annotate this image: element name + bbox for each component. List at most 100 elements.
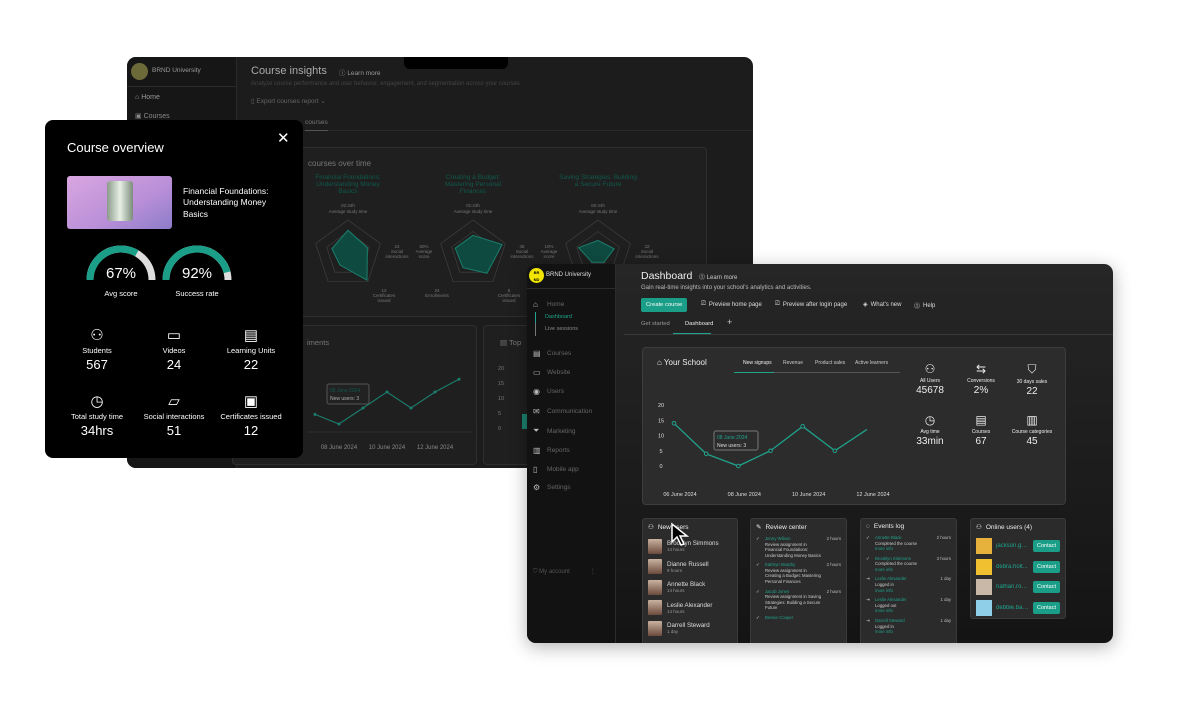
- data-point[interactable]: [736, 463, 741, 469]
- learn-more-link[interactable]: ⓵ Learn more: [699, 275, 738, 281]
- preview-home-button[interactable]: ⎚ Preview home page: [701, 301, 762, 308]
- school-tab[interactable]: Revenue: [783, 360, 804, 366]
- online-username[interactable]: debra.holt...: [996, 563, 1028, 570]
- add-tab-icon[interactable]: +: [727, 317, 733, 327]
- tab-courses[interactable]: courses: [305, 119, 328, 131]
- review-item[interactable]: ✓ Kathryn Murphy Review assignment in Crea…: [756, 562, 841, 584]
- event-user[interactable]: Leslie Alexander: [875, 576, 907, 582]
- data-point[interactable]: [313, 412, 317, 416]
- whats-new-button[interactable]: ◈ What's new: [863, 301, 902, 309]
- nav-users[interactable]: ◉ Users: [533, 387, 564, 396]
- more-info-link[interactable]: more info: [875, 629, 893, 635]
- new-user-item[interactable]: Leslie Alexander 14 hours: [648, 598, 732, 619]
- reviewer-name[interactable]: Bessie Cooper: [765, 614, 794, 620]
- reviewer-name[interactable]: Jacob Jones: [765, 588, 790, 594]
- x-tick-label: 08 June 2024: [728, 492, 761, 498]
- reviewer-name[interactable]: Kathryn Murphy: [765, 562, 796, 568]
- subnav-live-sessions[interactable]: Live sessions: [545, 326, 579, 332]
- tab-dashboard[interactable]: Dashboard: [685, 321, 714, 327]
- close-icon[interactable]: ✕: [277, 130, 290, 147]
- more-info-link[interactable]: more info: [875, 546, 893, 552]
- help-button[interactable]: ⓵ Help: [914, 302, 936, 311]
- new-user-item[interactable]: Annette Black 14 hours: [648, 577, 732, 598]
- event-user[interactable]: Annette Black: [875, 535, 902, 540]
- reviewer-name[interactable]: Jenny Wilson: [765, 536, 791, 541]
- new-user-item[interactable]: Dianne Russell 9 hours: [648, 557, 732, 578]
- book-icon: ▤: [975, 413, 987, 427]
- review-item[interactable]: ✓ Jenny Wilson Review assignment in Financ…: [756, 536, 841, 558]
- events-icon: ◌: [866, 523, 870, 530]
- nav-home[interactable]: ⌂ Home: [135, 94, 160, 101]
- event-item[interactable]: ✓ Annette Black Completed the course more i…: [866, 535, 951, 552]
- review-item[interactable]: ✓ Bessie Cooper: [756, 615, 841, 621]
- event-user[interactable]: Brooklyn Simmons: [875, 555, 911, 561]
- home-icon: ⌂: [533, 300, 538, 309]
- data-point[interactable]: [800, 424, 805, 429]
- nav-reports[interactable]: ▥ Reports: [533, 446, 570, 455]
- nav-website[interactable]: ▭ Website: [533, 368, 570, 377]
- school-tab[interactable]: Product sales: [815, 360, 846, 366]
- data-point[interactable]: [457, 377, 461, 381]
- review-item[interactable]: ✓ Jacob Jones Review assignment in Saving …: [756, 589, 841, 611]
- nav-marketing[interactable]: ⏷ Marketing: [533, 426, 576, 436]
- more-info-link[interactable]: more info: [875, 566, 893, 572]
- y-tick-label: 20: [498, 366, 505, 372]
- event-text: Logged out: [875, 602, 897, 608]
- nav-courses[interactable]: ▣ Courses: [135, 113, 170, 120]
- contact-button[interactable]: Contact: [1033, 581, 1060, 594]
- event-item[interactable]: ✓ Brooklyn Simmons Completed the course mor…: [866, 556, 951, 573]
- avatar: [976, 558, 992, 575]
- contact-button[interactable]: Contact: [1033, 560, 1060, 573]
- online-username[interactable]: jackson.gra...: [996, 543, 1030, 550]
- data-point[interactable]: [433, 390, 437, 394]
- data-point[interactable]: [768, 448, 773, 454]
- radar-axis-social: 45 Social interactions: [509, 244, 535, 259]
- stat-learning-units: ▤ Learning Units 22: [213, 326, 289, 372]
- online-username[interactable]: debbie.bak...: [996, 604, 1030, 611]
- y-tick-label: 0: [659, 464, 662, 470]
- data-point[interactable]: [337, 422, 341, 426]
- my-account[interactable]: ⛉ My account ⋮: [533, 569, 596, 575]
- preview-login-button[interactable]: ⎚ Preview after login page: [775, 301, 848, 308]
- radar-axis-enroll: 24 Enrollments: [423, 288, 451, 298]
- event-user[interactable]: Darrell Steward: [875, 617, 905, 623]
- nav-mobile-app[interactable]: ▯ Mobile app: [533, 465, 579, 474]
- event-user[interactable]: Leslie Alexander: [875, 597, 907, 603]
- nav-settings[interactable]: ⚙ Settings: [533, 483, 571, 492]
- data-point[interactable]: [409, 406, 413, 410]
- data-point[interactable]: [671, 421, 677, 426]
- tab-get-started[interactable]: Get started: [641, 321, 670, 327]
- data-point[interactable]: [385, 390, 389, 394]
- data-point[interactable]: [703, 451, 709, 457]
- nav-communication[interactable]: ✉ Communication: [533, 407, 592, 416]
- export-report-button[interactable]: ▯ Export courses report ⌄: [251, 98, 326, 105]
- data-point[interactable]: [832, 448, 838, 454]
- school-tab[interactable]: New signups: [743, 360, 772, 366]
- nav-home[interactable]: ⌂ Home: [533, 300, 564, 309]
- gauge-fill: [162, 245, 231, 281]
- school-tab[interactable]: Active learners: [855, 360, 889, 366]
- radar-axis-label: Social interactions: [635, 249, 659, 259]
- learn-more-label: Learn more: [706, 275, 738, 281]
- events-log-card: ◌ Events log ✓ Annette Black Completed the c…: [860, 518, 957, 643]
- event-item[interactable]: ⇥ Leslie Alexander Logged in more info 1 day: [866, 576, 951, 593]
- event-item[interactable]: ⇥ Leslie Alexander Logged out more info 1 da…: [866, 597, 951, 614]
- more-info-link[interactable]: more info: [875, 608, 893, 614]
- event-item[interactable]: ⇥ Darrell Steward Logged in more info 1 day: [866, 618, 951, 635]
- nav-courses[interactable]: ▤ Courses: [533, 349, 571, 358]
- kpi-label: Avg time: [920, 429, 940, 435]
- new-user-item[interactable]: Brooklyn Simmons 14 hours: [648, 536, 732, 557]
- contact-button[interactable]: Contact: [1033, 601, 1060, 614]
- more-info-link[interactable]: more info: [875, 587, 893, 593]
- kpi-label: Course categories: [1011, 429, 1053, 435]
- nav-label: Home: [547, 301, 565, 308]
- create-course-button[interactable]: Create course: [641, 298, 688, 312]
- online-username[interactable]: nathan.rob...: [996, 584, 1030, 591]
- contact-button[interactable]: Contact: [1033, 540, 1060, 553]
- learn-more-link[interactable]: ⓘ Learn more: [339, 70, 381, 77]
- whats-new-label: What's new: [870, 301, 902, 308]
- data-point[interactable]: [361, 406, 365, 410]
- subnav-dashboard[interactable]: Dashboard: [545, 314, 572, 320]
- new-user-item[interactable]: Darrell Steward 1 day: [648, 618, 732, 639]
- stat-value: 51: [166, 423, 182, 438]
